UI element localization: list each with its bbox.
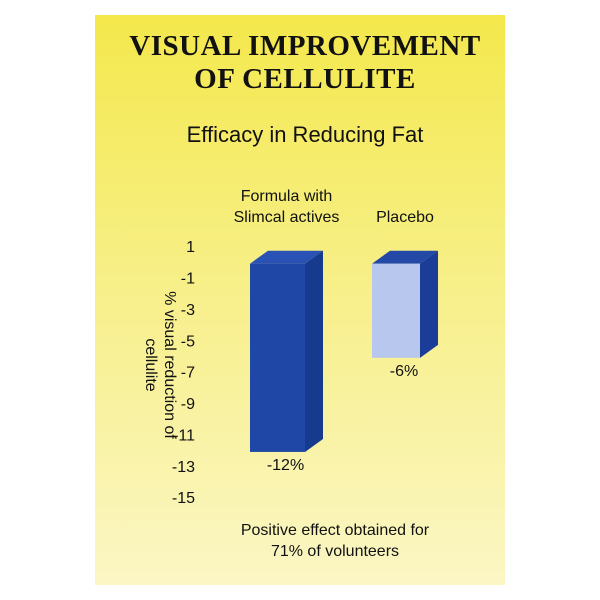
value-label: -12%: [267, 457, 304, 474]
y-tick-label: -11: [173, 427, 195, 444]
category-label: Formula with Slimcal actives: [233, 188, 340, 226]
bar: [372, 263, 420, 358]
bar-top: [250, 250, 323, 264]
y-tick-label: -9: [181, 396, 195, 413]
bar: [250, 263, 305, 452]
value-label: -6%: [390, 363, 418, 380]
category-label: Placebo: [376, 209, 434, 226]
annotation: Positive effect obtained for 71% of volu…: [240, 522, 430, 560]
bar-side: [420, 250, 438, 358]
bar-top: [372, 250, 438, 264]
y-tick-label: -13: [172, 459, 195, 476]
y-tick-label: -1: [181, 271, 195, 288]
chart-subtitle: Efficacy in Reducing Fat: [186, 122, 424, 147]
chart-title: VISUAL IMPROVEMENT OF CELLULITE: [129, 30, 481, 95]
y-tick-label: 1: [186, 239, 195, 256]
y-tick-label: -15: [172, 490, 195, 507]
y-tick-label: -5: [181, 333, 195, 350]
bar-side: [305, 250, 323, 452]
y-tick-label: -3: [181, 302, 195, 319]
y-tick-label: -7: [181, 365, 195, 382]
